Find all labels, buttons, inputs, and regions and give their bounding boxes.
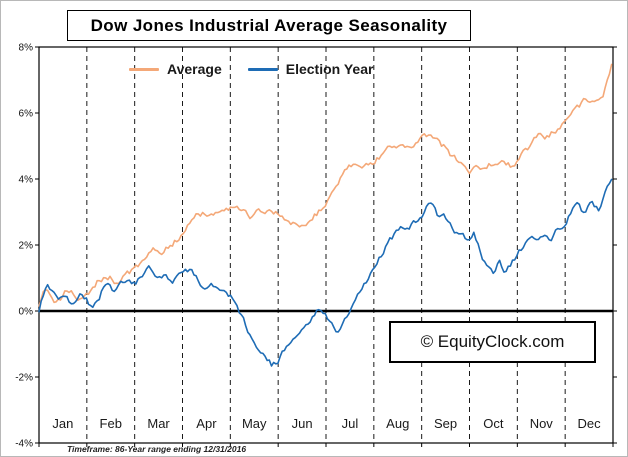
average-line-swatch: [129, 67, 159, 71]
equityclock-watermark-text: © EquityClock.com: [420, 332, 565, 351]
legend-label-election-year: Election Year: [285, 61, 374, 77]
series-line-election-year: [38, 178, 613, 367]
timeframe-footnote: Timeframe: 86-Year range ending 12/31/20…: [67, 444, 247, 454]
legend-item-election-year: Election Year: [247, 61, 374, 77]
series-line-average: [38, 63, 613, 307]
y-axis-label: 4%: [19, 175, 34, 186]
month-label: Apr: [196, 416, 217, 431]
election-year-line-swatch: [247, 67, 278, 71]
y-axis-label: 6%: [19, 109, 34, 120]
month-label: Jul: [342, 416, 359, 431]
y-axis-label: -4%: [15, 439, 33, 450]
chart-legend: Average Election Year: [129, 61, 373, 77]
legend-label-average: Average: [167, 61, 222, 77]
y-axis-label: -2%: [15, 373, 33, 384]
legend-item-average: Average: [129, 61, 222, 77]
month-label: Dec: [578, 416, 602, 431]
month-label: Feb: [100, 416, 122, 431]
y-axis-label: 8%: [19, 43, 34, 54]
y-axis-label: 2%: [19, 241, 34, 252]
y-axis-label: 0%: [19, 307, 34, 318]
month-label: Oct: [483, 416, 504, 431]
month-label: May: [242, 416, 267, 431]
month-label: Sep: [434, 416, 457, 431]
month-label: Mar: [147, 416, 170, 431]
chart-title: Dow Jones Industrial Average Seasonality: [90, 15, 448, 35]
chart-title-box: Dow Jones Industrial Average Seasonality: [67, 10, 471, 41]
equityclock-watermark-box: © EquityClock.com: [389, 321, 596, 363]
month-label: Nov: [530, 416, 554, 431]
month-label: Aug: [386, 416, 409, 431]
month-label: Jan: [52, 416, 73, 431]
month-label: Jun: [292, 416, 313, 431]
